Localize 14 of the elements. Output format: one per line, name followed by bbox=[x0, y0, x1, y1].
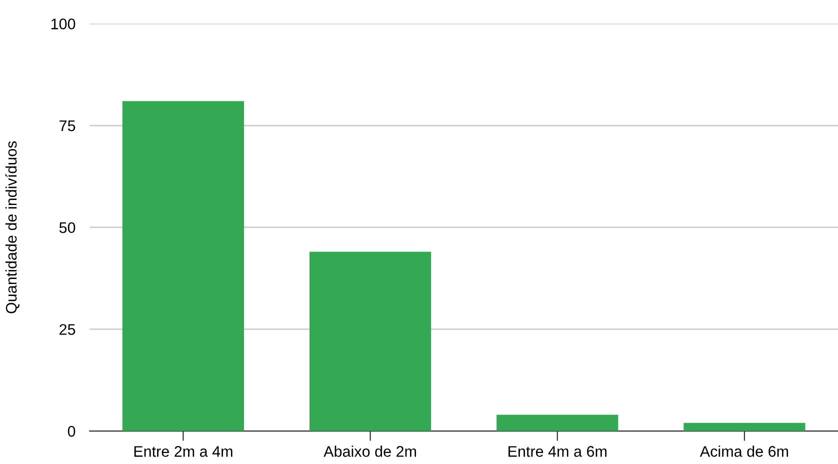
y-tick-label: 75 bbox=[60, 120, 76, 132]
bar bbox=[309, 252, 432, 432]
y-tick-label: 50 bbox=[59, 222, 76, 234]
y-tick-label: 25 bbox=[60, 324, 76, 335]
y-axis-title: Quantidade de indivíduos bbox=[5, 141, 20, 314]
x-tick-label: Acima de 6m bbox=[700, 446, 788, 457]
x-tick-label: Entre 2m a 4m bbox=[134, 446, 232, 457]
bar bbox=[122, 101, 244, 432]
x-tick-label: Abaixo de 2m bbox=[324, 446, 416, 457]
y-tick-label: 100 bbox=[51, 18, 76, 30]
x-tick-label: Entre 4m a 6m bbox=[508, 446, 606, 457]
bar bbox=[684, 422, 806, 432]
bar bbox=[496, 414, 618, 432]
y-tick-label: 0 bbox=[68, 426, 76, 437]
